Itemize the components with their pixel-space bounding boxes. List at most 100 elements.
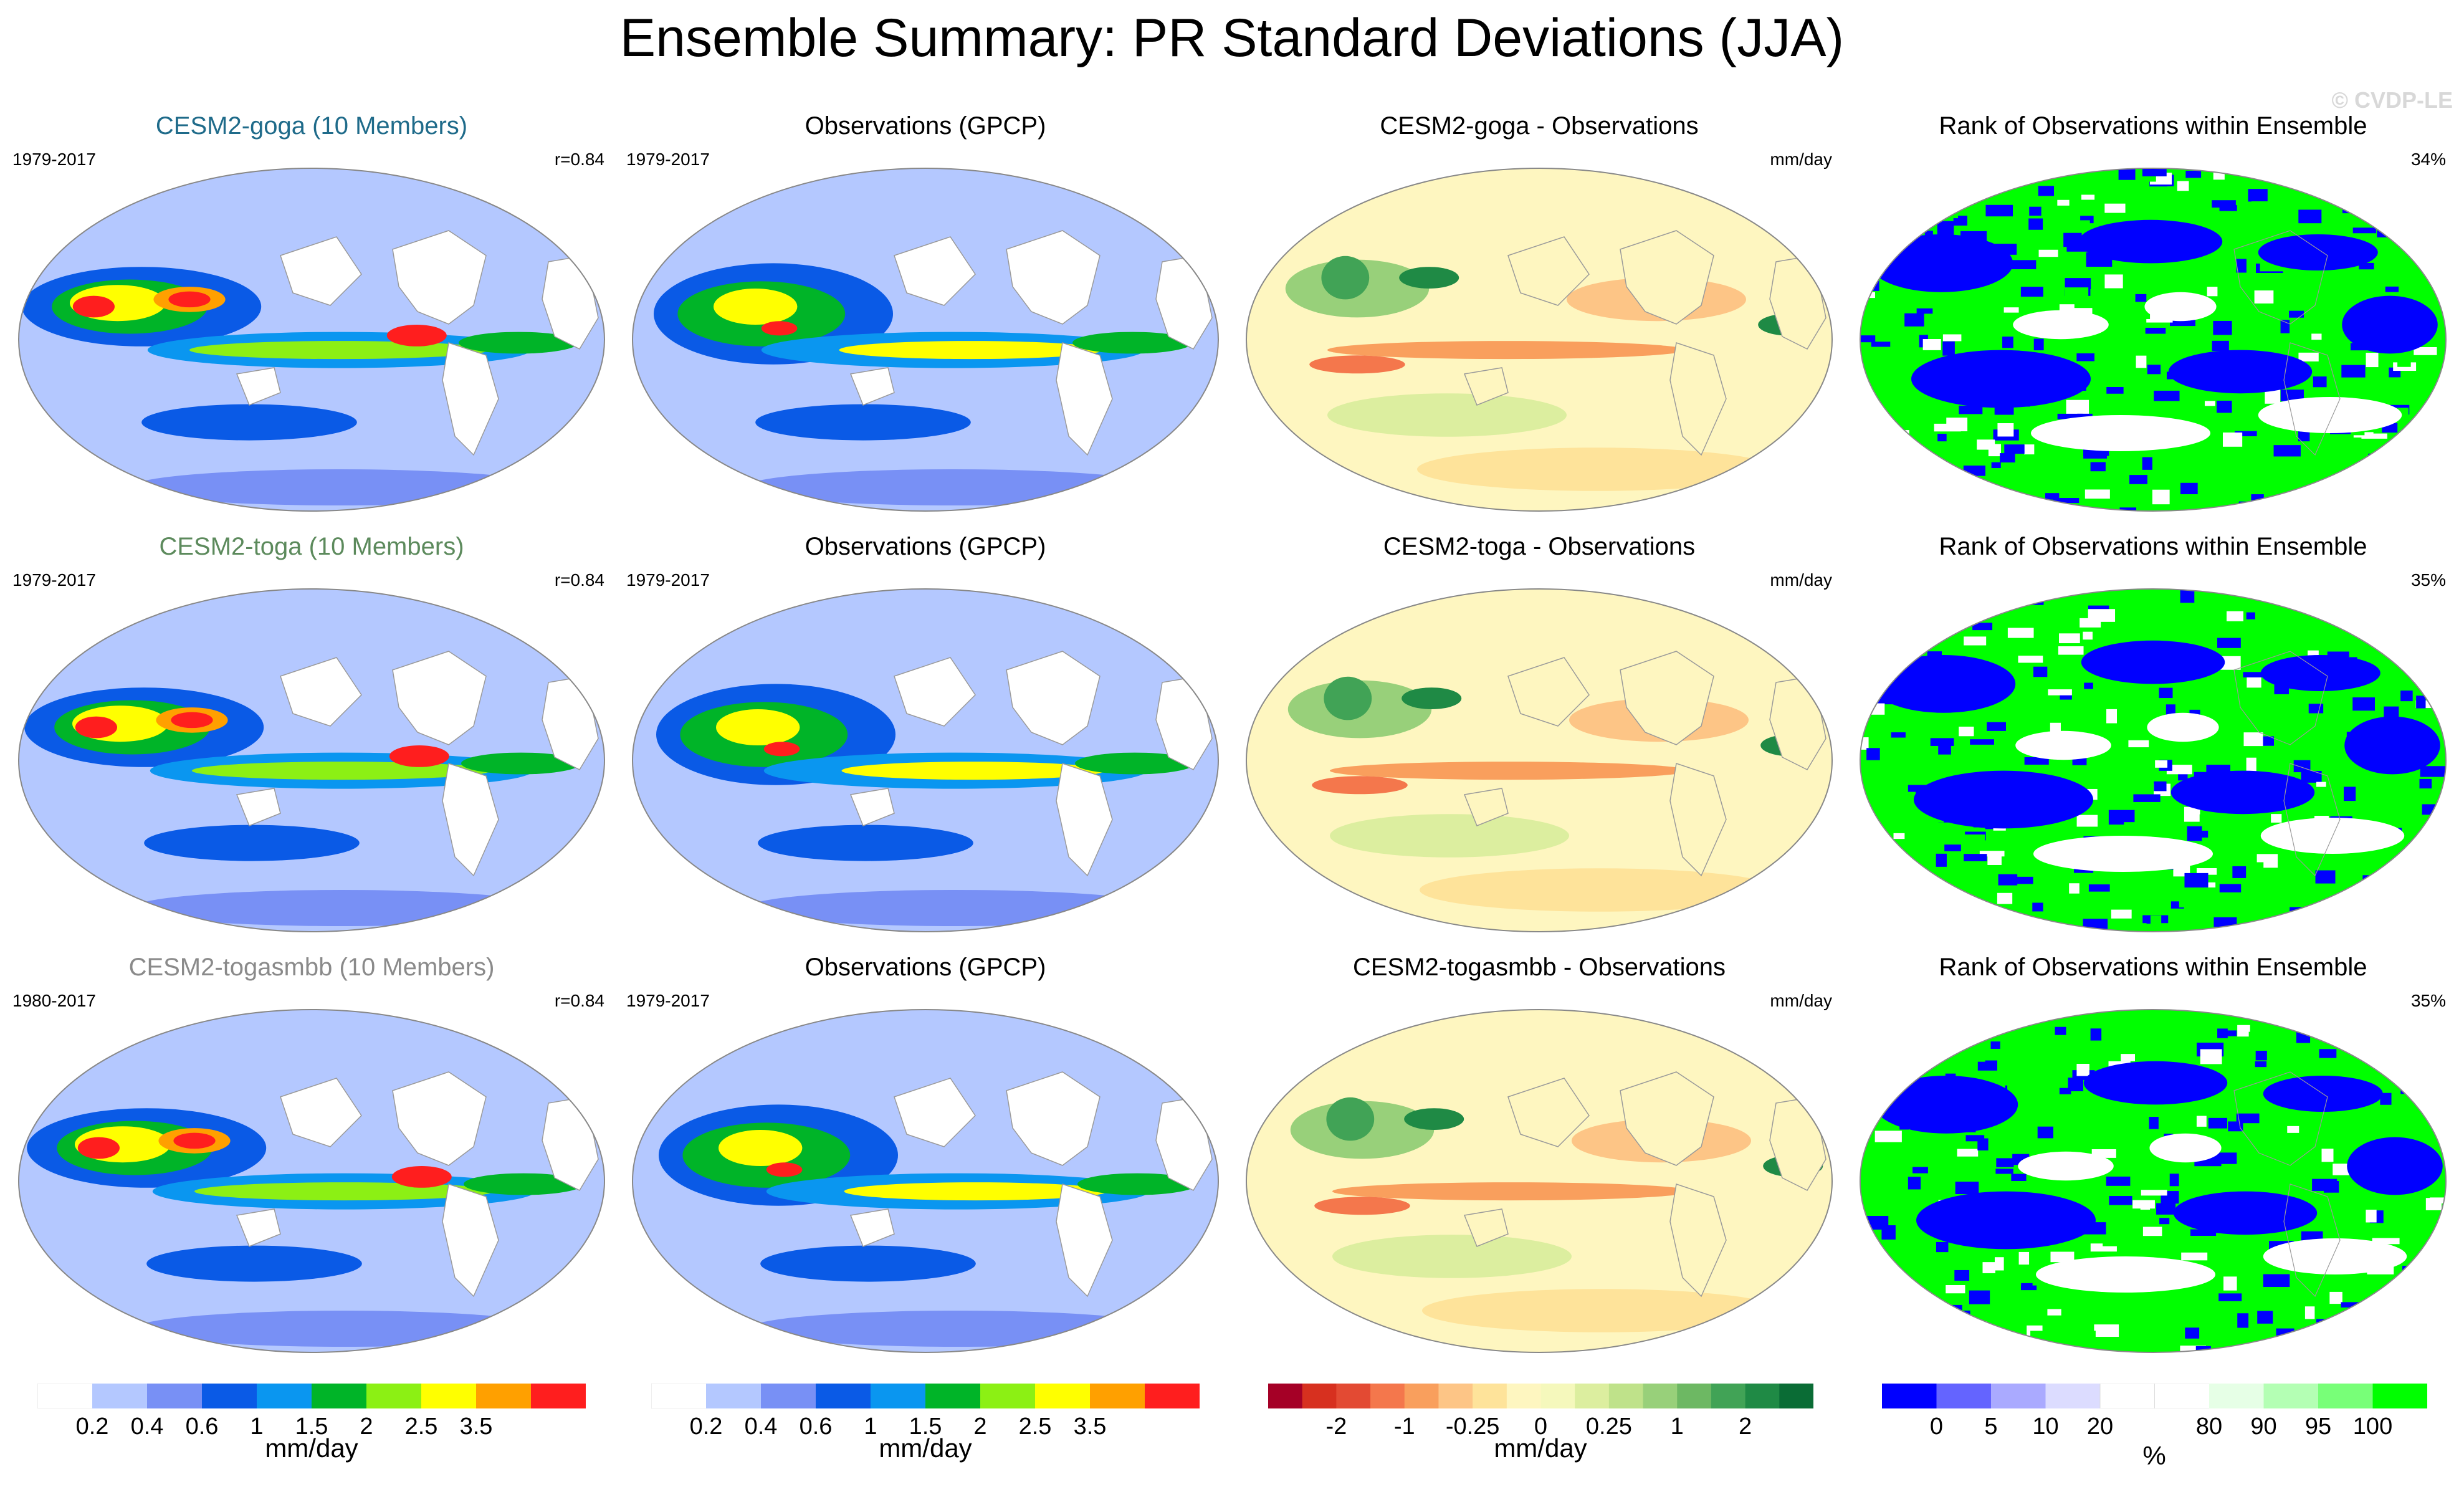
rank-speckle — [2435, 930, 2446, 932]
rank-speckle — [2414, 347, 2437, 355]
rank-speckle — [2278, 509, 2293, 511]
rank-speckle — [1964, 854, 1987, 861]
rank-speckle — [2141, 1190, 2167, 1196]
rank-speckle — [1893, 833, 1905, 839]
obs-map — [632, 168, 1219, 512]
rank-speckle — [2421, 281, 2441, 294]
model-land-mask — [392, 230, 487, 325]
rank-speckle — [2420, 452, 2430, 459]
rank-speckle — [2119, 507, 2137, 511]
rank-field-region — [2031, 415, 2210, 451]
obs-panel-period: 1979-2017 — [626, 150, 710, 169]
rank-speckle — [2287, 1126, 2299, 1133]
rank-speckle — [1864, 859, 1874, 866]
rank-speckle — [2353, 1010, 2367, 1016]
rank-speckle — [1891, 1332, 1917, 1342]
rank-speckle — [1972, 623, 1993, 631]
rank-speckle — [1996, 1158, 2014, 1167]
rank-speckle — [1969, 1290, 1990, 1304]
rank-speckle — [2366, 353, 2379, 368]
colorbar-tick-label: 3.5 — [1073, 1413, 1107, 1440]
model-panel-right-label: r=0.84 — [554, 570, 604, 590]
colorbar-tick-label: -0.25 — [1445, 1413, 1500, 1440]
model-panel-period: 1979-2017 — [12, 150, 96, 169]
rank-speckle — [1860, 1079, 1878, 1086]
colorbar-tick-label: 3.5 — [459, 1413, 493, 1440]
rank-speckle — [2180, 1346, 2207, 1352]
diff-land-mask — [1669, 342, 1727, 456]
rank-speckle — [1863, 209, 1881, 222]
rank-speckle — [1894, 891, 1917, 903]
rank-speckle — [2020, 1290, 2045, 1303]
rank-speckle — [2328, 719, 2341, 730]
rank-speckle — [2204, 882, 2216, 888]
diff-field-region — [1332, 1235, 1572, 1278]
rank-speckle — [2428, 1291, 2446, 1298]
rank-speckle — [1901, 1227, 1929, 1235]
rank-speckle — [2083, 919, 2108, 932]
rank-speckle — [2245, 168, 2258, 173]
rank-speckle — [1908, 179, 1930, 191]
rank-speckle — [2232, 866, 2247, 878]
rank-speckle — [1898, 824, 1914, 831]
rank-speckle — [2084, 489, 2110, 499]
diff-field-region — [1420, 868, 1779, 912]
panel-diff-row2: CESM2-toga - Observations mm/day — [1240, 533, 1838, 944]
rank-speckle — [2314, 1207, 2337, 1220]
rank-speckle — [2154, 390, 2180, 401]
rank-speckle — [2111, 909, 2132, 919]
rank-speckle — [2433, 497, 2446, 509]
rank-speckle — [2149, 1117, 2159, 1129]
rank-field-region — [2081, 640, 2225, 684]
colorbar-swatch — [761, 1384, 816, 1408]
obs-field-region — [1077, 1173, 1197, 1195]
rank-field-region — [1916, 1191, 2096, 1250]
rank-speckle — [2400, 906, 2412, 920]
rank-speckle — [2422, 804, 2444, 815]
rank-speckle — [2352, 697, 2375, 711]
rank-speckle — [1866, 748, 1880, 760]
rank-speckle — [1963, 181, 1975, 187]
rank-speckle — [1977, 1060, 1998, 1071]
obs-field-region — [746, 890, 1165, 926]
rank-speckle — [2358, 589, 2372, 594]
rank-speckle — [2375, 938, 2393, 944]
rank-speckle — [1937, 221, 1954, 236]
rank-speckle — [1913, 443, 1930, 457]
colorbar-swatch — [871, 1384, 926, 1408]
colorbar-swatch — [1711, 1384, 1746, 1408]
diff-field-region — [1314, 1197, 1410, 1215]
rank-speckle — [1871, 342, 1891, 347]
rank-speckle — [1946, 1354, 1959, 1364]
rank-speckle — [1987, 853, 2002, 865]
rank-speckle — [2317, 1010, 2332, 1021]
model-map-outline — [18, 588, 605, 932]
colorbar-swatch — [1779, 1384, 1814, 1408]
rank-speckle — [2420, 766, 2446, 777]
rank-speckle — [2187, 826, 2202, 841]
rank-speckle — [1881, 439, 1895, 450]
obs-land-mask — [1006, 651, 1101, 745]
rank-speckle — [2321, 1149, 2334, 1162]
obs-map — [632, 1009, 1219, 1353]
rank-field-region — [1914, 770, 2093, 829]
model-land-mask — [280, 1078, 362, 1147]
rank-speckle — [2355, 1116, 2378, 1122]
rank-speckle — [2059, 633, 2080, 644]
colorbar-tick-label: 1 — [250, 1413, 264, 1440]
rank-speckle — [2427, 1025, 2446, 1040]
rank-speckle — [1873, 242, 1882, 254]
colorbar-tick-label: 0.25 — [1585, 1413, 1632, 1440]
obs-field-region — [714, 289, 798, 325]
rank-speckle — [2298, 430, 2310, 442]
rank-speckle — [2396, 451, 2414, 458]
colorbar-swatch — [1035, 1384, 1091, 1408]
colorbar-swatch — [1404, 1384, 1439, 1408]
rank-speckle — [2006, 876, 2033, 884]
rank-speckle — [2135, 294, 2147, 302]
rank-speckle — [1880, 852, 1902, 861]
rank-speckle — [2447, 317, 2452, 330]
rank-speckle — [2270, 289, 2293, 297]
rank-speckle — [2432, 168, 2446, 173]
rank-speckle — [2005, 826, 2016, 833]
